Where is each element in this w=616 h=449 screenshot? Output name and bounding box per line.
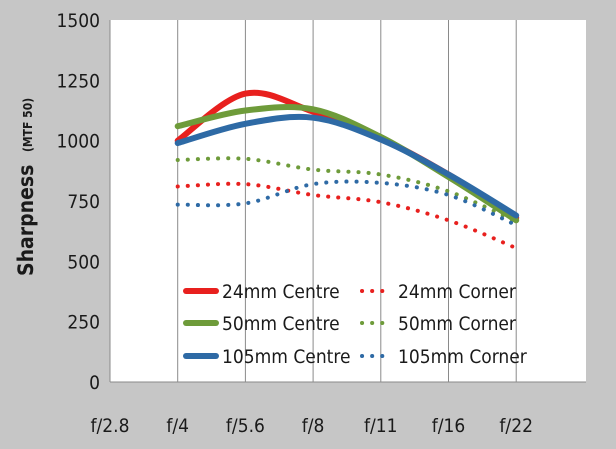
y-tick-label: 500 <box>67 251 100 273</box>
series-line-24mm-corner <box>175 181 519 251</box>
legend-label-50mm-corner: 50mm Corner <box>398 313 517 335</box>
series-line-50mm-corner <box>175 156 519 224</box>
x-tick-label: f/2.8 <box>91 415 130 437</box>
x-tick-label: f/11 <box>364 415 398 437</box>
y-tick-label: 1000 <box>57 131 101 153</box>
x-tick-label: f/22 <box>499 415 533 437</box>
legend-label-24mm-centre: 24mm Centre <box>222 281 340 303</box>
y-tick-label: 750 <box>67 191 100 213</box>
y-tick-label: 250 <box>67 312 100 334</box>
y-axis-label-unit: (MTF 50) <box>21 98 35 152</box>
x-tick-label: f/8 <box>302 415 325 437</box>
y-tick-label: 1250 <box>57 70 101 92</box>
x-tick-label: f/4 <box>166 415 189 437</box>
series-line-105mm-corner <box>175 179 519 228</box>
y-tick-label: 1500 <box>57 10 101 32</box>
x-tick-label: f/16 <box>432 415 466 437</box>
legend-label-24mm-corner: 24mm Corner <box>398 281 517 303</box>
legend-label-50mm-centre: 50mm Centre <box>222 313 340 335</box>
x-tick-label: f/5.6 <box>226 415 265 437</box>
y-axis-ticks: 0 250 500 750 1000 1250 1500 <box>57 10 101 394</box>
legend-label-105mm-corner: 105mm Corner <box>398 346 528 368</box>
legend-label-105mm-centre: 105mm Centre <box>222 346 350 368</box>
y-axis-label: Sharpness (MTF 50) <box>14 98 38 276</box>
legend: 24mm Centre 24mm Corner 50mm Centre 50mm Co… <box>183 281 528 368</box>
y-axis-label-main: Sharpness <box>14 165 38 276</box>
x-axis-ticks: f/2.8 f/4 f/5.6 f/8 f/11 f/16 f/22 <box>91 415 533 437</box>
series-lines <box>174 89 520 251</box>
series-line-105mm-centre <box>174 113 520 219</box>
y-tick-label: 0 <box>89 372 100 394</box>
vertical-gridlines <box>177 20 517 382</box>
